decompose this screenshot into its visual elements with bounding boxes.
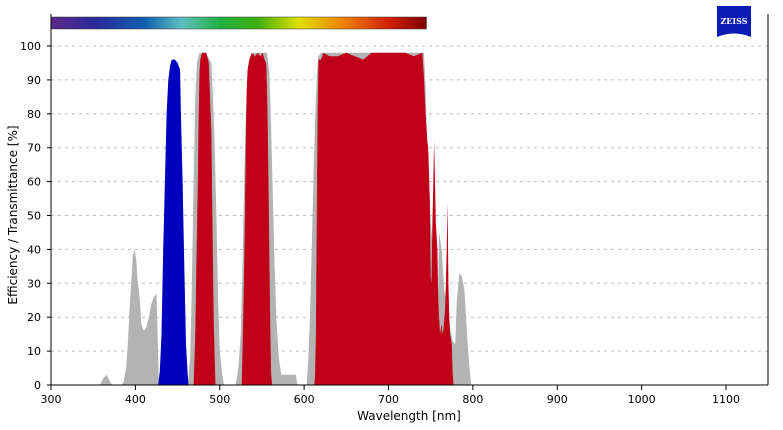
x-tick-label: 500 <box>209 393 230 406</box>
x-axis-label: Wavelength [nm] <box>357 409 461 423</box>
series-red-channel-1 <box>193 52 216 386</box>
x-tick-label: 900 <box>547 393 568 406</box>
x-tick-label: 1000 <box>628 393 656 406</box>
y-tick-label: 50 <box>27 210 41 223</box>
y-tick-label: 40 <box>27 243 41 256</box>
series-red-channel-2 <box>241 52 273 386</box>
y-tick-label: 10 <box>27 345 41 358</box>
y-tick-label: 0 <box>34 379 41 392</box>
wavelength-colorbar <box>50 16 427 30</box>
x-tick-label: 800 <box>462 393 483 406</box>
x-tick-label: 600 <box>294 393 315 406</box>
y-tick-label: 60 <box>27 176 41 189</box>
y-tick-label: 30 <box>27 277 41 290</box>
y-tick-label: 100 <box>20 40 41 53</box>
svg-text:ZEISS: ZEISS <box>720 16 747 26</box>
x-tick-label: 400 <box>125 393 146 406</box>
zeiss-logo: ZEISS <box>717 6 751 37</box>
series-blue-channel <box>158 59 189 385</box>
y-tick-label: 80 <box>27 108 41 121</box>
y-tick-label: 90 <box>27 74 41 87</box>
x-tick-label: 700 <box>378 393 399 406</box>
x-tick-label: 1100 <box>712 393 740 406</box>
y-axis-label: Efficiency / Transmittance [%] <box>6 125 20 304</box>
y-tick-label: 70 <box>27 142 41 155</box>
x-tick-label: 300 <box>41 393 62 406</box>
series-red-channel-3 <box>314 52 454 386</box>
y-tick-label: 20 <box>27 311 41 324</box>
